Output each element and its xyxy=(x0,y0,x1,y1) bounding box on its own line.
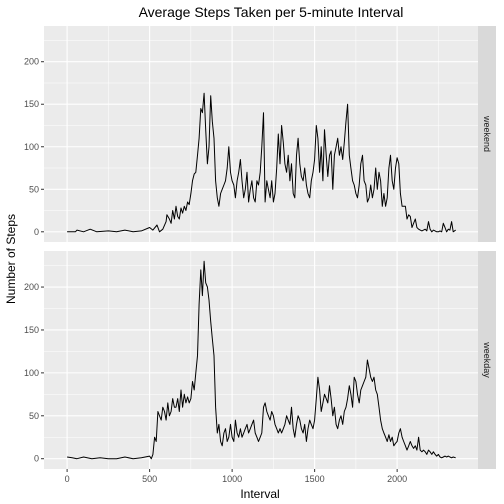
facet-strip xyxy=(478,26,496,242)
y-axis-label: Number of Steps xyxy=(4,214,18,304)
y-tick-label: 200 xyxy=(24,57,39,67)
facet-panels: 0 50 100 150 200 weekend 0 50 100 150 200 weekday 0 5… xyxy=(24,26,496,484)
facet-strip xyxy=(478,251,496,469)
facet-weekend: 0 50 100 150 200 weekend xyxy=(24,26,496,242)
y-tick-label: 200 xyxy=(24,282,39,292)
chart-title: Average Steps Taken per 5-minute Interva… xyxy=(139,4,404,20)
x-tick-label: 500 xyxy=(142,474,157,484)
facet-strip-label: weekend xyxy=(482,115,492,152)
series-line-weekend xyxy=(67,92,456,233)
facet-strip-label: weekday xyxy=(482,341,492,378)
x-tick-label: 1000 xyxy=(222,474,242,484)
facet-weekday: 0 50 100 150 200 weekday 0 500 1000 1500 2000 xyxy=(24,251,496,484)
y-tick-label: 150 xyxy=(24,99,39,109)
x-tick-label: 0 xyxy=(65,474,70,484)
y-tick-label: 50 xyxy=(29,411,39,421)
y-tick-label: 100 xyxy=(24,142,39,152)
y-tick-label: 0 xyxy=(34,454,39,464)
y-tick-label: 0 xyxy=(34,227,39,237)
series-line-weekday xyxy=(67,260,456,460)
panel-background xyxy=(44,26,478,242)
x-tick-label: 1500 xyxy=(305,474,325,484)
y-tick-label: 50 xyxy=(29,184,39,194)
x-tick-label: 2000 xyxy=(387,474,407,484)
y-tick-label: 150 xyxy=(24,325,39,335)
y-tick-label: 100 xyxy=(24,368,39,378)
x-axis-label: Interval xyxy=(240,487,279,501)
